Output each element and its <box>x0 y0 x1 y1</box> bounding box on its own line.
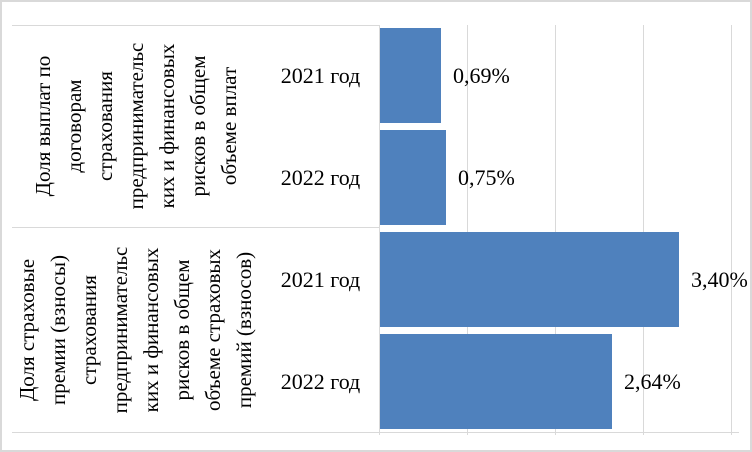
bar-row: 2021 год 0,69% <box>2 28 750 123</box>
category-label: 2021 год <box>280 266 361 292</box>
bar <box>380 334 612 429</box>
category-axis-line <box>379 25 380 435</box>
gridline <box>555 25 556 435</box>
bar <box>380 28 441 123</box>
data-label: 0,75% <box>458 164 515 190</box>
value-axis-line <box>12 432 739 433</box>
bar <box>380 232 679 327</box>
data-label: 2,64% <box>624 368 681 394</box>
gridline <box>643 25 644 435</box>
bar-row: 2022 год 2,64% <box>2 334 750 429</box>
category-label: 2022 год <box>280 368 361 394</box>
bar-row: 2022 год 0,75% <box>2 130 750 225</box>
category-label: 2021 год <box>280 62 361 88</box>
bar <box>380 130 446 225</box>
data-label: 0,69% <box>453 62 510 88</box>
category-separator-top <box>12 25 379 26</box>
bar-row: 2021 год 3,40% <box>2 232 750 327</box>
category-separator-middle <box>12 227 379 228</box>
category-label: 2022 год <box>280 164 361 190</box>
gridline <box>731 25 732 435</box>
gridline <box>467 25 468 435</box>
data-label: 3,40% <box>691 266 748 292</box>
